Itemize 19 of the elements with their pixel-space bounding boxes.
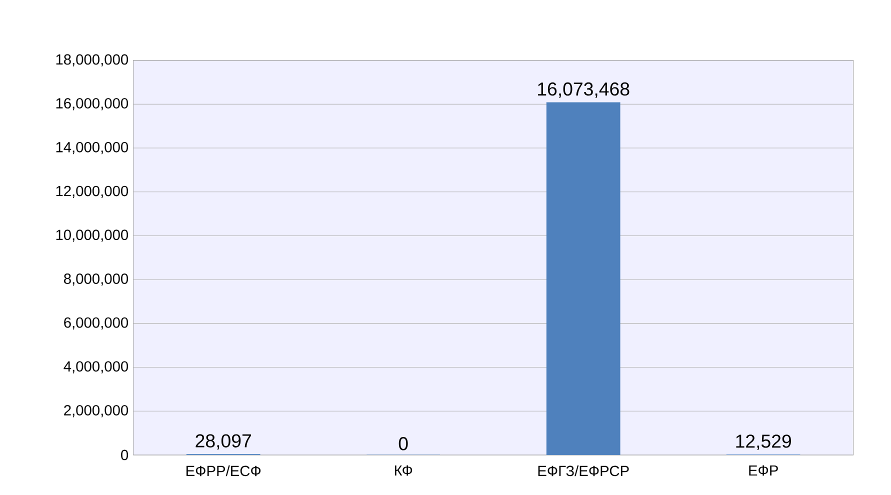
x-tick-label: ЕФРР/ЕСФ bbox=[186, 465, 261, 476]
data-label: 16,073,468 bbox=[538, 82, 630, 98]
y-tick-label: 8,000,000 bbox=[64, 274, 128, 286]
x-tick-label: ЕФР bbox=[749, 465, 778, 476]
y-tick-label: 10,000,000 bbox=[56, 230, 128, 242]
y-tick-label: 6,000,000 bbox=[64, 317, 128, 330]
bar bbox=[546, 102, 620, 455]
data-label: 0 bbox=[398, 437, 408, 450]
x-tick-label: ЕФГЗ/ЕФРСР bbox=[538, 465, 629, 476]
data-label: 28,097 bbox=[196, 434, 251, 450]
y-tick-label: 14,000,000 bbox=[56, 142, 128, 154]
y-tick-label: 2,000,000 bbox=[64, 405, 128, 418]
data-label: 12,529 bbox=[736, 434, 791, 450]
y-tick-label: 4,000,000 bbox=[64, 361, 128, 374]
y-tick-label: 12,000,000 bbox=[56, 186, 128, 198]
y-tick-label: 18,000,000 bbox=[56, 54, 128, 66]
y-tick-label: 0 bbox=[121, 450, 128, 460]
y-tick-label: 16,000,000 bbox=[56, 98, 128, 110]
x-tick-label: КФ bbox=[394, 465, 412, 476]
